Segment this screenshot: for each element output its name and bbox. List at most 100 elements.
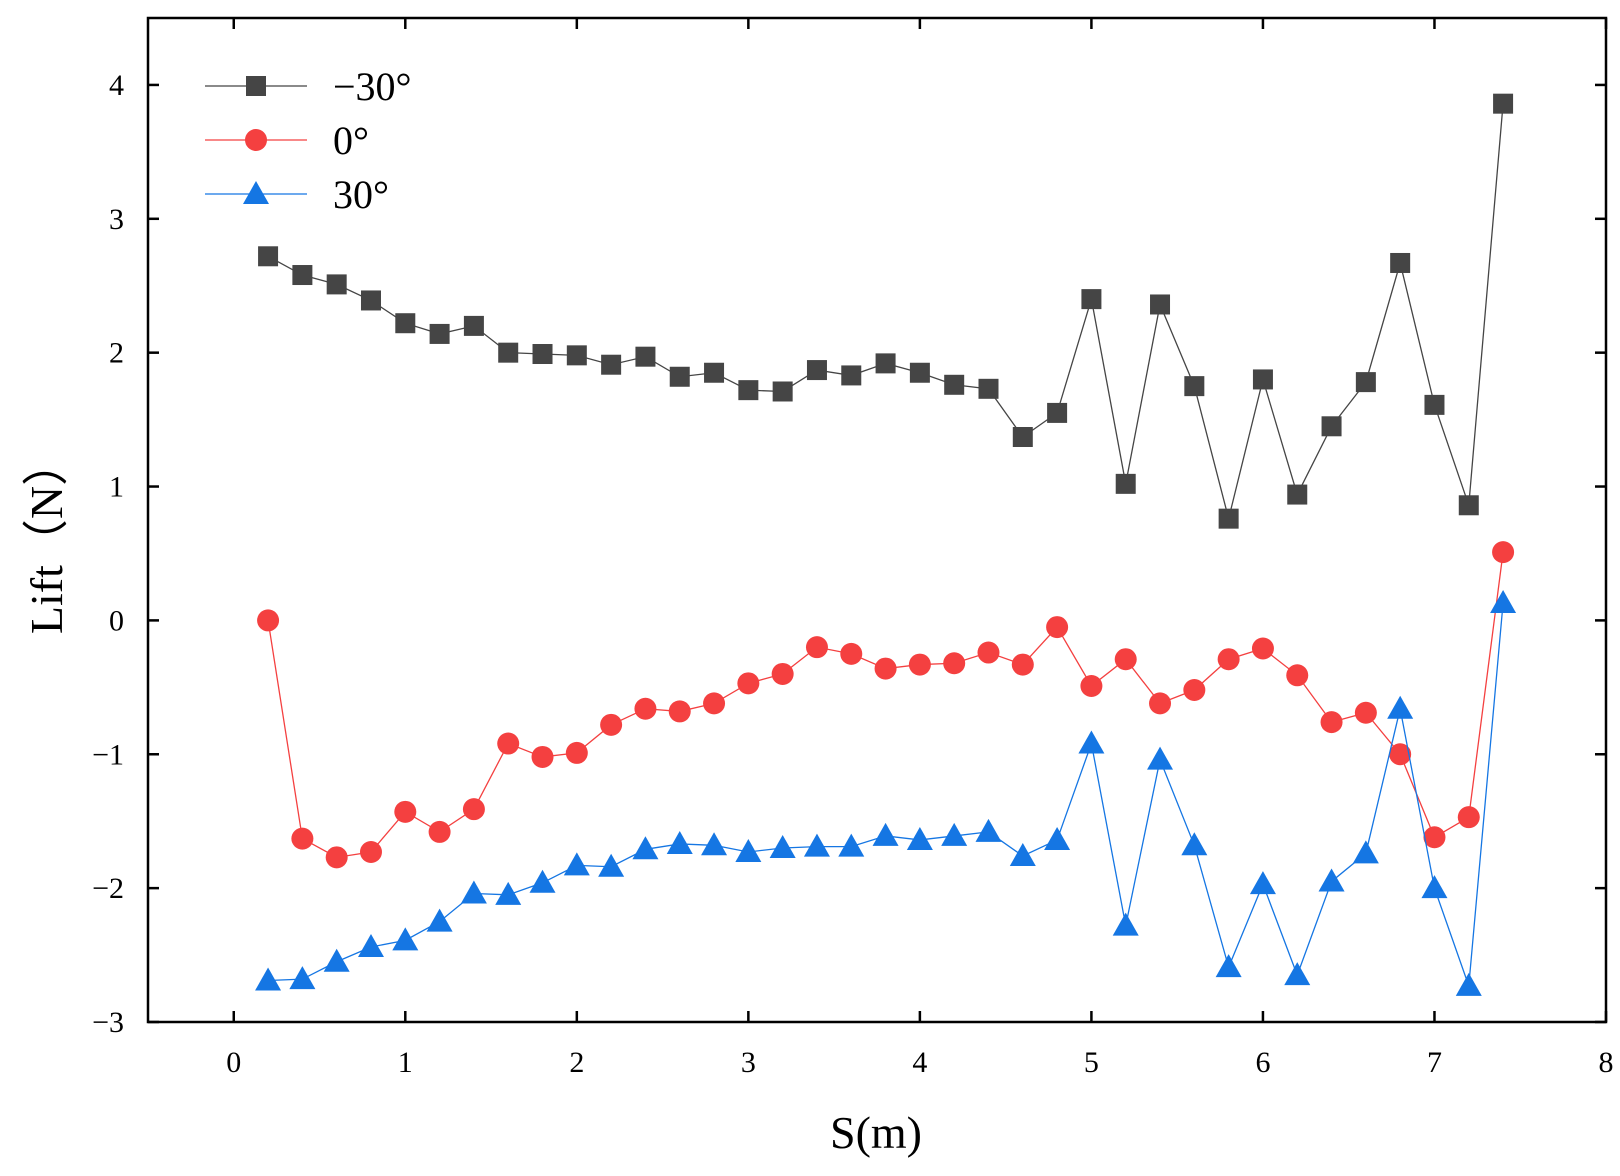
data-point xyxy=(1149,692,1172,715)
data-point xyxy=(1352,840,1379,864)
legend: −30° 0° 30° xyxy=(205,64,412,217)
data-point xyxy=(944,374,965,395)
data-point xyxy=(1321,416,1342,437)
data-point xyxy=(840,642,863,665)
data-point xyxy=(360,290,381,311)
data-point xyxy=(563,852,590,876)
x-tick-label: 8 xyxy=(1599,1046,1614,1079)
x-axis-title: S(m) xyxy=(830,1107,922,1158)
data-point xyxy=(1115,473,1136,494)
data-point xyxy=(1044,826,1071,850)
data-point xyxy=(1046,616,1069,639)
data-point xyxy=(463,315,484,336)
data-point xyxy=(704,362,725,383)
data-point xyxy=(1251,637,1274,660)
data-point xyxy=(1218,508,1239,529)
data-point xyxy=(975,818,1002,842)
y-tick-label: 1 xyxy=(109,471,124,504)
data-point xyxy=(394,800,417,823)
data-point xyxy=(395,313,416,334)
data-point xyxy=(1455,972,1482,996)
data-point xyxy=(1217,648,1240,671)
legend-marker xyxy=(246,76,266,96)
data-point xyxy=(1012,427,1033,448)
data-point xyxy=(429,323,450,344)
axis-ticks: 0 1 2 3 4 5 6 7 8 −3 −2 −1 0 1 2 3 4 xyxy=(92,18,1614,1079)
data-point xyxy=(1011,653,1034,676)
y-axis-title: Lift（N） xyxy=(21,440,72,634)
data-point xyxy=(292,265,313,286)
data-point xyxy=(498,342,519,363)
data-point xyxy=(872,822,899,846)
data-point xyxy=(1078,730,1105,754)
y-tick-label: 3 xyxy=(109,203,124,236)
data-point xyxy=(426,908,453,932)
data-point xyxy=(531,745,554,768)
data-point xyxy=(1081,289,1102,310)
data-point xyxy=(532,344,553,365)
data-point xyxy=(1492,541,1515,564)
y-tick-label: −1 xyxy=(92,738,124,771)
data-point xyxy=(735,838,762,862)
data-point xyxy=(805,636,828,659)
plot-border xyxy=(146,16,1608,1024)
data-point xyxy=(1184,376,1205,397)
data-point xyxy=(703,692,726,715)
data-point xyxy=(806,360,827,381)
series-circle xyxy=(257,541,1515,869)
legend-label: 0° xyxy=(333,118,369,163)
data-point xyxy=(601,354,622,375)
data-point xyxy=(529,869,556,893)
data-point xyxy=(497,732,520,755)
data-point xyxy=(323,948,350,972)
data-point xyxy=(1009,843,1036,867)
legend-label: 30° xyxy=(333,172,389,217)
data-point xyxy=(1458,495,1479,516)
data-point xyxy=(291,827,314,850)
data-point xyxy=(701,832,728,856)
series-square xyxy=(258,93,1514,529)
x-tick-label: 5 xyxy=(1084,1046,1099,1079)
legend-marker xyxy=(243,181,269,204)
data-point xyxy=(908,653,931,676)
data-point xyxy=(428,820,451,843)
x-tick-label: 1 xyxy=(398,1046,413,1079)
data-point xyxy=(1320,711,1343,734)
data-point xyxy=(1112,912,1139,936)
x-tick-label: 6 xyxy=(1255,1046,1270,1079)
data-point xyxy=(1047,402,1068,423)
data-point xyxy=(359,840,382,863)
x-tick-label: 0 xyxy=(226,1046,241,1079)
data-point xyxy=(257,609,280,632)
data-point xyxy=(1080,674,1103,697)
data-point xyxy=(906,826,933,850)
data-point xyxy=(566,345,587,366)
data-point xyxy=(737,672,760,695)
data-point xyxy=(598,853,625,877)
y-tick-label: 2 xyxy=(109,337,124,370)
data-point xyxy=(875,353,896,374)
data-point xyxy=(1284,962,1311,986)
data-point xyxy=(841,365,862,386)
data-point xyxy=(1150,294,1171,315)
series-layer xyxy=(255,93,1517,996)
series-triangle xyxy=(255,589,1517,996)
data-point xyxy=(669,366,690,387)
data-point xyxy=(1355,372,1376,393)
data-point xyxy=(666,830,693,854)
x-tick-label: 7 xyxy=(1427,1046,1442,1079)
data-point xyxy=(462,798,485,821)
plot-frame xyxy=(146,16,1608,1024)
data-point xyxy=(838,833,865,857)
data-point xyxy=(977,641,1000,664)
data-point xyxy=(772,381,793,402)
data-point xyxy=(1215,954,1242,978)
data-point xyxy=(1318,868,1345,892)
data-point xyxy=(1287,484,1308,505)
data-point xyxy=(1457,806,1480,829)
data-point xyxy=(771,662,794,685)
data-point xyxy=(1389,743,1412,766)
data-point xyxy=(1421,875,1448,899)
data-point xyxy=(1183,679,1206,702)
